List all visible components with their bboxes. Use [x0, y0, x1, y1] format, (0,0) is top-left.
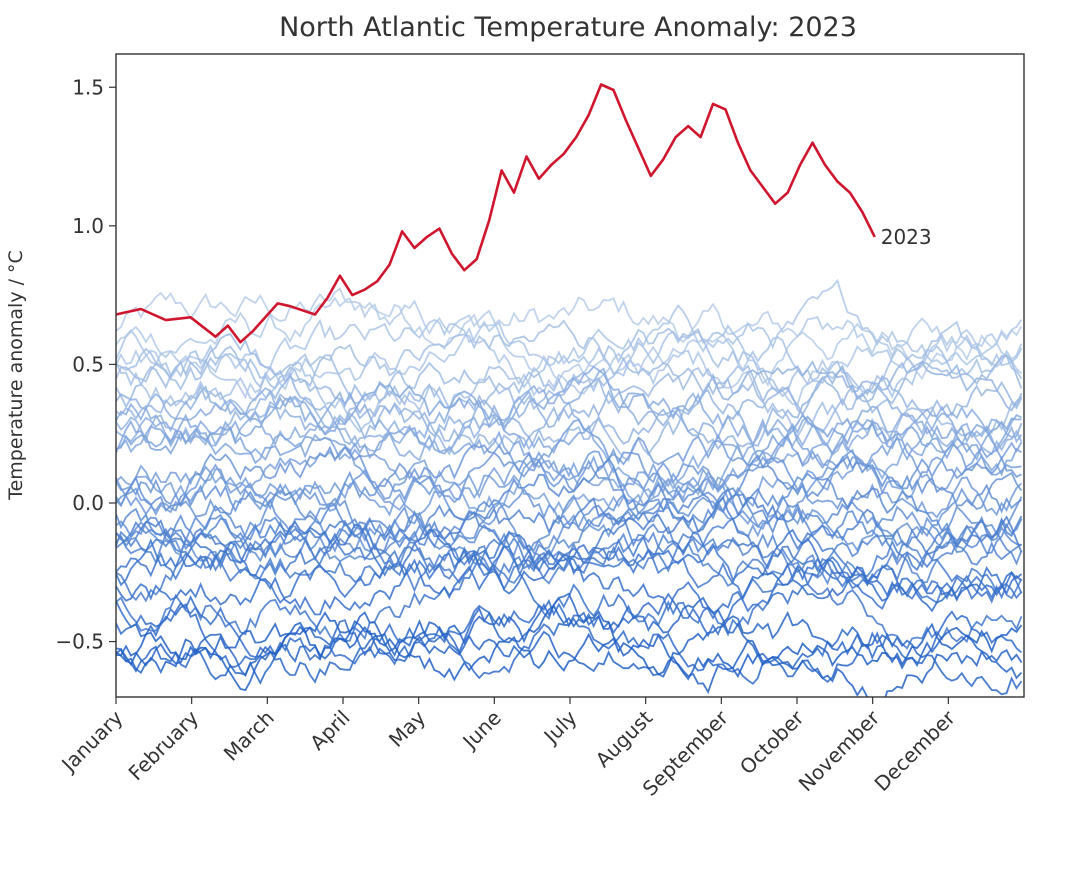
background-series-line	[116, 603, 1023, 685]
background-series-line	[116, 437, 1023, 511]
background-series-line	[116, 610, 1023, 685]
background-series-line	[116, 365, 1023, 448]
background-series-line	[116, 454, 1023, 557]
background-series-line	[116, 418, 1022, 517]
background-series-line	[116, 360, 1023, 451]
background-series-line	[116, 472, 1023, 564]
y-axis: −0.5 0.0 0.5 1.0 1.5	[55, 75, 116, 654]
highlight-series-group	[115, 83, 876, 344]
background-series-line	[116, 319, 1023, 398]
background-series-line	[116, 621, 1023, 692]
background-series-line	[116, 443, 1023, 531]
background-series-line	[116, 319, 1023, 406]
background-series-line	[116, 482, 1022, 575]
background-series-line	[116, 495, 1023, 585]
background-series-line	[116, 375, 1023, 462]
y-tick-label: 0.5	[72, 352, 104, 376]
background-series-line	[116, 456, 1023, 555]
series-line-2023	[115, 83, 876, 344]
background-series-line	[116, 538, 1023, 637]
background-series-line	[116, 360, 1023, 456]
background-series-line	[116, 413, 1022, 515]
background-series-line	[116, 555, 1023, 620]
background-series-line	[116, 604, 1023, 697]
background-series-group	[116, 278, 1023, 697]
series-annotation-2023: 2023	[881, 225, 932, 249]
y-tick-label: −0.5	[55, 630, 104, 654]
y-axis-label: Temperature anomaly / °C	[5, 250, 27, 501]
background-series-line	[116, 413, 1022, 505]
chart-title: North Atlantic Temperature Anomaly: 2023	[279, 12, 857, 43]
background-series-line	[116, 497, 1023, 579]
y-tick-label: 1.5	[72, 75, 104, 99]
background-series-line	[116, 592, 1023, 696]
background-series-line	[116, 296, 1023, 388]
y-tick-label: 0.0	[72, 491, 104, 515]
background-series-line	[116, 470, 1023, 553]
y-tick-label: 1.0	[72, 214, 104, 238]
